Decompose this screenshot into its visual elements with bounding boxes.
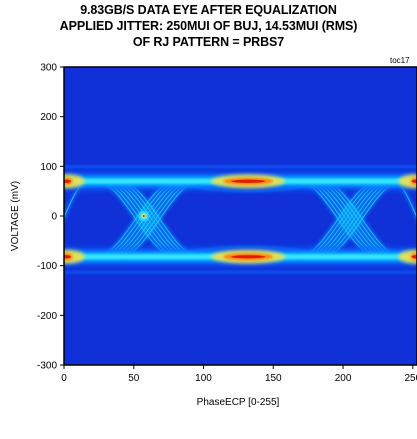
eye-heatmap: [64, 165, 417, 274]
band-ghost: [64, 165, 417, 169]
zero-crossing: [92, 211, 407, 221]
high-level-band: [64, 165, 417, 191]
band-hotspot-core: [231, 179, 266, 183]
crossing-spot-core: [142, 215, 145, 217]
chart-title-line-1: 9.83GB/S DATA EYE AFTER EQUALIZATION: [80, 3, 337, 17]
band-hotspot-warm: [64, 249, 85, 264]
band-hotspot-warm: [64, 174, 85, 189]
y-tick-label: -200: [37, 311, 57, 322]
x-tick-label: 50: [128, 373, 140, 384]
corner-label: toc17: [390, 56, 410, 65]
band-hotspot-warm: [398, 249, 417, 264]
y-tick-label: -100: [37, 261, 57, 272]
x-tick-label: 150: [265, 373, 282, 384]
y-tick-label: 200: [40, 112, 57, 123]
chart-title-line-3: OF RJ PATTERN = PRBS7: [132, 35, 285, 49]
band-hotspot-core: [411, 179, 417, 183]
band-hotspot-warm: [398, 174, 417, 189]
x-tick-label: 200: [335, 373, 352, 384]
chart-title-line-2: APPLIED JITTER: 250MUI OF BUJ, 14.53MUI …: [59, 19, 358, 33]
band-hotspot-core: [411, 255, 417, 259]
x-axis-label: PhaseECP [0-255]: [197, 397, 280, 408]
crossing-streaks: [155, 177, 173, 261]
band-hotspot-core: [231, 255, 266, 259]
x-tick-label: 100: [195, 373, 212, 384]
band-ghost: [64, 270, 417, 274]
x-tick-label: 0: [61, 373, 67, 384]
band-hotspot-core: [64, 179, 71, 183]
y-axis-label: VOLTAGE (mV): [10, 181, 21, 251]
y-tick-label: -300: [37, 361, 57, 372]
y-tick-label: 300: [40, 63, 57, 74]
y-tick-label: 0: [51, 212, 57, 223]
x-tick-label: 250: [404, 373, 417, 384]
band-hotspot-core: [64, 255, 71, 259]
low-level-band: [64, 247, 417, 274]
y-tick-label: 100: [40, 162, 57, 173]
axes: 0 50 100 150 200 250 300 200 100 0 -100 -200 -300: [37, 63, 417, 384]
